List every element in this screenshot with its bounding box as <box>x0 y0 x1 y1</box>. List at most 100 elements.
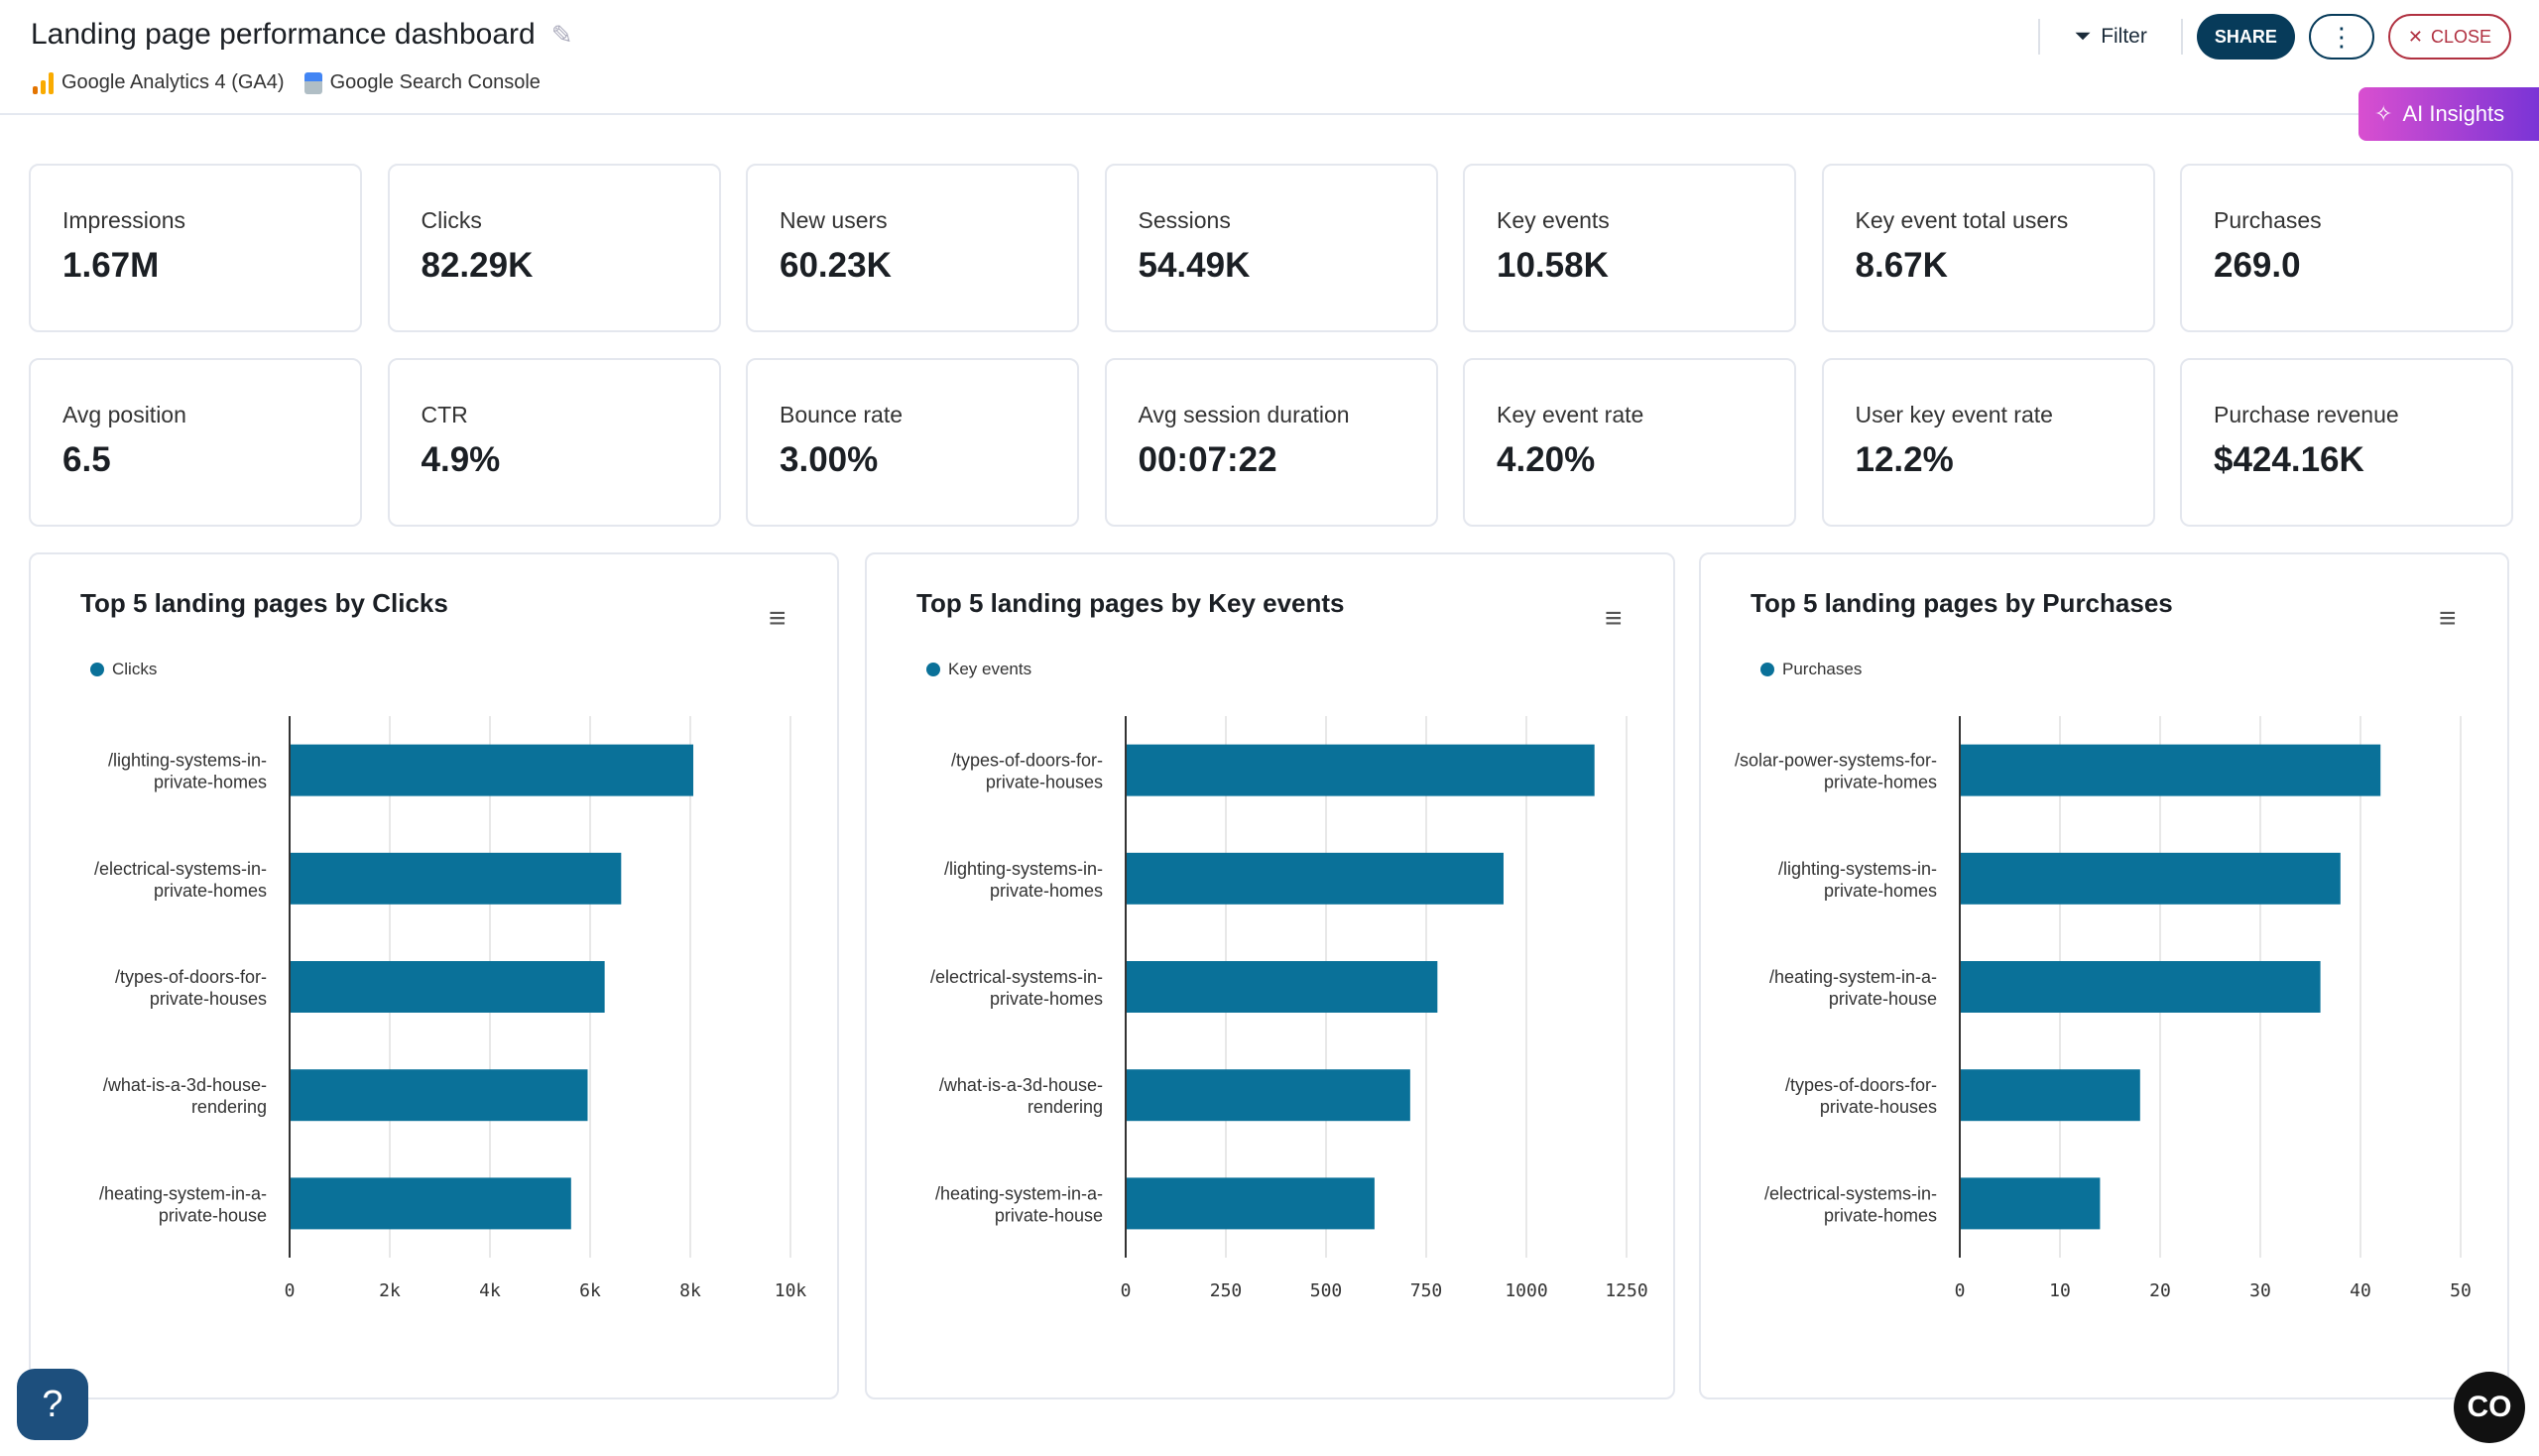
bar[interactable] <box>1960 1069 2140 1122</box>
category-label: /lighting-systems-in- <box>108 751 267 771</box>
bar[interactable] <box>1960 852 2341 905</box>
category-label: private-homes <box>990 881 1103 901</box>
divider <box>2180 19 2183 55</box>
metric-value: 1.67M <box>62 246 160 285</box>
chart-title: Top 5 landing pages by Key events <box>916 588 1345 618</box>
search-console-icon <box>303 71 322 94</box>
x-tick-label: 500 <box>1310 1280 1343 1301</box>
source-label: Google Analytics 4 (GA4) <box>61 71 285 93</box>
category-label: /heating-system-in-a- <box>935 1183 1103 1203</box>
bar[interactable] <box>1126 852 1504 905</box>
bar[interactable] <box>1960 961 2321 1013</box>
chart-key-events: Top 5 landing pages by Key events ≡ Key … <box>865 552 1675 1399</box>
metric-label: Avg session duration <box>1138 402 1350 427</box>
divider <box>2038 19 2041 55</box>
x-tick-label: 750 <box>1410 1280 1443 1301</box>
metric-value: 3.00% <box>780 440 879 479</box>
chart-menu-icon[interactable]: ≡ <box>1605 602 1623 635</box>
metric-label: Purchases <box>2214 207 2322 233</box>
metric-label: Key event total users <box>1855 207 2069 233</box>
more-options-icon[interactable]: ⋮ <box>2308 14 2374 60</box>
x-tick-label: 1250 <box>1605 1280 1647 1301</box>
category-label: /heating-system-in-a- <box>1769 967 1937 987</box>
bar[interactable] <box>1126 744 1595 796</box>
bar[interactable] <box>290 1177 571 1230</box>
x-tick-label: 0 <box>1121 1280 1132 1301</box>
legend-dot <box>1760 663 1774 676</box>
help-button[interactable]: ? <box>17 1369 88 1440</box>
metric-card: Avg session duration 00:07:22 <box>1104 358 1438 527</box>
sparkle-icon: ✧ <box>2374 101 2393 126</box>
metric-cards: Impressions 1.67M Clicks 82.29K New users 60.… <box>29 164 2513 527</box>
metric-value: $424.16K <box>2214 440 2364 479</box>
close-button[interactable]: ✕ CLOSE <box>2387 14 2511 60</box>
metric-card: Key event rate 4.20% <box>1463 358 1796 527</box>
metric-value: 10.58K <box>1497 246 1609 285</box>
bar[interactable] <box>1960 1177 2101 1230</box>
metric-value: 60.23K <box>780 246 892 285</box>
category-label: private-homes <box>990 989 1103 1009</box>
x-tick-label: 2k <box>379 1280 401 1301</box>
close-icon: ✕ <box>2407 26 2423 47</box>
bar[interactable] <box>1126 1069 1410 1122</box>
metric-label: Avg position <box>62 402 186 427</box>
filter-icon: ⏷ <box>2074 25 2092 48</box>
x-tick-label: 30 <box>2249 1280 2271 1301</box>
bar-chart: 0 10 20 30 40 50/solar-power-systems-for-priv… <box>1735 716 2472 1301</box>
metric-value: 12.2% <box>1855 440 1954 479</box>
source-label: Google Search Console <box>329 71 541 93</box>
google-analytics-icon <box>33 71 54 94</box>
chart-menu-icon[interactable]: ≡ <box>769 602 786 635</box>
category-label: /types-of-doors-for- <box>951 751 1103 771</box>
title-text: Landing page performance dashboard <box>31 18 536 51</box>
bar[interactable] <box>1960 744 2381 796</box>
bar-chart: 0 250 500 750 1000 1250/types-of-doors-for-pr… <box>930 716 1648 1301</box>
metric-label: Impressions <box>62 207 185 233</box>
category-label: private-houses <box>986 773 1103 792</box>
ai-insights-label: AI Insights <box>2402 101 2505 126</box>
metric-card: Avg position 6.5 <box>29 358 362 527</box>
ai-insights-button[interactable]: ✧ AI Insights <box>2358 87 2539 141</box>
legend-label: Key events <box>948 660 1032 678</box>
bar[interactable] <box>290 1069 588 1122</box>
category-label: private-homes <box>154 773 267 792</box>
metric-value: 54.49K <box>1138 246 1251 285</box>
chart-legend[interactable]: Clicks <box>90 660 157 679</box>
chat-widget-button[interactable]: CO <box>2454 1372 2525 1443</box>
bar-chart: 0 2k 4k 6k 8k 10k/lighting-systems-in-private… <box>94 716 806 1301</box>
metric-value: 4.20% <box>1497 440 1596 479</box>
category-label: private-house <box>159 1205 267 1225</box>
share-button[interactable]: SHARE <box>2196 14 2295 60</box>
category-label: /types-of-doors-for- <box>115 967 267 987</box>
bar[interactable] <box>290 852 622 905</box>
filter-button[interactable]: ⏷ Filter <box>2054 25 2166 49</box>
category-label: rendering <box>1028 1097 1103 1117</box>
category-label: private-house <box>1829 989 1937 1009</box>
category-label: /heating-system-in-a- <box>99 1183 267 1203</box>
chart-legend[interactable]: Key events <box>926 660 1031 679</box>
x-tick-label: 50 <box>2450 1280 2472 1301</box>
header-actions: ⏷ Filter SHARE ⋮ ✕ CLOSE <box>2038 14 2511 60</box>
category-label: /electrical-systems-in- <box>930 967 1103 987</box>
bar[interactable] <box>290 961 605 1013</box>
chart-legend[interactable]: Purchases <box>1760 660 1862 679</box>
page-title: Landing page performance dashboard ✎ <box>31 18 573 52</box>
metric-value: 269.0 <box>2214 246 2301 285</box>
metric-card: New users 60.23K <box>746 164 1079 332</box>
edit-pencil-icon[interactable]: ✎ <box>550 19 573 50</box>
category-label: private-homes <box>1824 881 1937 901</box>
metric-label: CTR <box>421 402 468 427</box>
metric-value: 6.5 <box>62 440 111 479</box>
bar[interactable] <box>290 744 694 796</box>
category-label: private-homes <box>1824 773 1937 792</box>
category-label: /types-of-doors-for- <box>1785 1075 1937 1095</box>
header: Landing page performance dashboard ✎ Goog… <box>0 0 2539 115</box>
legend-label: Clicks <box>112 660 158 678</box>
bar[interactable] <box>1126 961 1438 1013</box>
bar[interactable] <box>1126 1177 1375 1230</box>
legend-dot <box>90 663 104 676</box>
category-label: /what-is-a-3d-house- <box>103 1075 267 1095</box>
legend-dot <box>926 663 940 676</box>
metric-label: New users <box>780 207 888 233</box>
chart-menu-icon[interactable]: ≡ <box>2439 602 2457 635</box>
